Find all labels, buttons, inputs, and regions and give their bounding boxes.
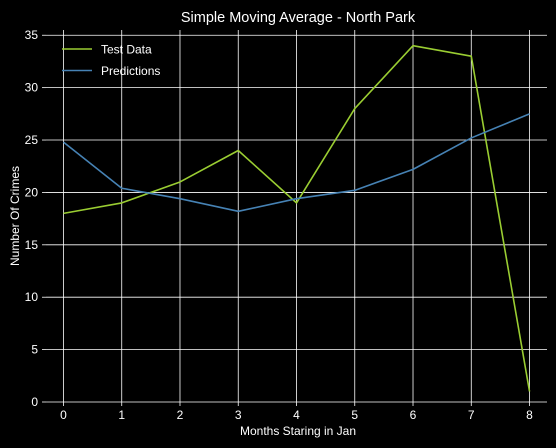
y-axis-label: Number Of Crimes	[8, 166, 22, 266]
y-tick-label: 5	[31, 343, 38, 357]
y-tick-label: 10	[25, 290, 39, 304]
series-lines	[62, 44, 531, 392]
y-axis-ticks: 0 5 10 15 20 25 30 35	[25, 28, 46, 409]
x-tick-label: 2	[177, 408, 184, 422]
y-tick-label: 15	[25, 238, 39, 252]
x-axis-ticks: 0 1 2 3 4 5 6 7 8	[60, 402, 533, 422]
x-tick-label: 0	[60, 408, 67, 422]
x-tick-label: 4	[293, 408, 300, 422]
y-tick-label: 0	[31, 395, 38, 409]
x-tick-label: 3	[235, 408, 242, 422]
x-tick-label: 8	[526, 408, 533, 422]
chart-title: Simple Moving Average - North Park	[181, 10, 416, 26]
series-line-0	[63, 44, 531, 392]
legend-label-0: Test Data	[101, 43, 152, 57]
legend: Test Data Predictions	[62, 43, 160, 78]
x-tick-label: 6	[410, 408, 417, 422]
y-tick-label: 25	[25, 133, 39, 147]
x-tick-label: 1	[118, 408, 125, 422]
y-tick-label: 35	[25, 28, 39, 42]
x-tick-label: 5	[351, 408, 358, 422]
y-tick-label: 20	[25, 185, 39, 199]
y-tick-label: 30	[25, 81, 39, 95]
grid-lines	[46, 30, 547, 403]
x-tick-label: 7	[468, 408, 475, 422]
series-line-1	[62, 113, 530, 213]
x-axis-label: Months Staring in Jan	[240, 424, 356, 438]
legend-label-1: Predictions	[101, 64, 160, 78]
